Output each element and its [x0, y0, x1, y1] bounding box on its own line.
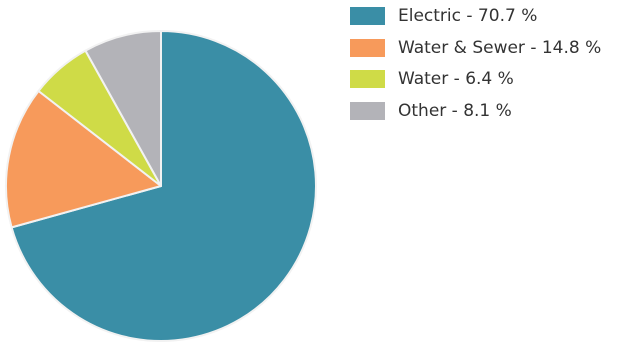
pie-slice-other	[84, 30, 162, 187]
chart-legend: Electric - 70.7 % Water & Sewer - 14.8 %…	[350, 4, 601, 130]
pie-slice-water-sewer	[5, 90, 162, 229]
legend-item-other: Other - 8.1 %	[350, 99, 601, 123]
legend-swatch-water	[350, 70, 385, 88]
legend-label-electric: Electric - 70.7 %	[398, 6, 538, 26]
legend-swatch-other	[350, 101, 385, 120]
pie-slice-electric	[10, 30, 317, 342]
legend-label-water: Water - 6.4 %	[398, 69, 514, 89]
legend-label-other: Other - 8.1 %	[398, 100, 512, 121]
legend-swatch-water-sewer	[350, 38, 385, 57]
legend-item-water-sewer: Water & Sewer - 14.8 %	[350, 36, 601, 60]
legend-item-electric: Electric - 70.7 %	[350, 4, 601, 28]
legend-item-water: Water - 6.4 %	[350, 67, 601, 91]
legend-label-water-sewer: Water & Sewer - 14.8 %	[398, 37, 602, 58]
legend-swatch-electric	[350, 7, 385, 25]
